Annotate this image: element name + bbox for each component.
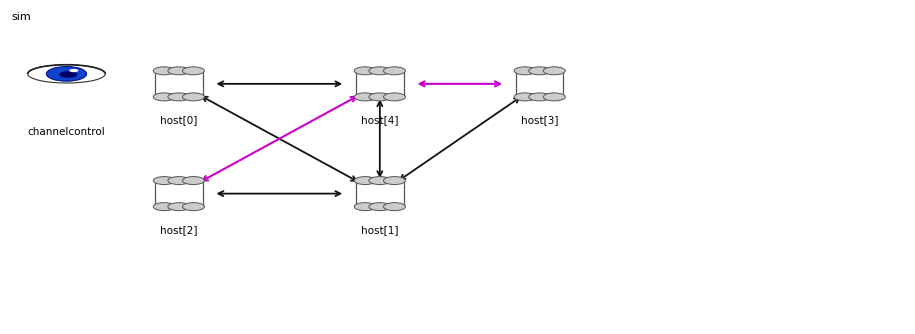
Circle shape — [354, 67, 376, 75]
Text: host[0]: host[0] — [160, 115, 198, 125]
Text: channelcontrol: channelcontrol — [27, 127, 105, 137]
FancyBboxPatch shape — [356, 71, 404, 97]
Circle shape — [383, 177, 405, 185]
Circle shape — [154, 67, 175, 75]
Circle shape — [182, 177, 204, 185]
Circle shape — [154, 93, 175, 101]
Text: host[1]: host[1] — [361, 225, 399, 235]
FancyBboxPatch shape — [516, 71, 564, 97]
Circle shape — [383, 93, 405, 101]
Circle shape — [369, 67, 391, 75]
Circle shape — [182, 203, 204, 211]
Circle shape — [167, 67, 189, 75]
Circle shape — [369, 93, 391, 101]
Circle shape — [383, 67, 405, 75]
Circle shape — [154, 177, 175, 185]
Circle shape — [369, 177, 391, 185]
Circle shape — [354, 177, 376, 185]
Circle shape — [354, 93, 376, 101]
Text: host[3]: host[3] — [521, 115, 558, 125]
Circle shape — [59, 71, 78, 78]
Ellipse shape — [27, 65, 105, 83]
Circle shape — [167, 203, 189, 211]
Circle shape — [70, 69, 79, 72]
Circle shape — [47, 66, 87, 81]
FancyBboxPatch shape — [356, 181, 404, 207]
Circle shape — [354, 203, 376, 211]
Circle shape — [182, 93, 204, 101]
Circle shape — [514, 67, 536, 75]
Circle shape — [529, 67, 551, 75]
Text: host[4]: host[4] — [361, 115, 399, 125]
Circle shape — [369, 203, 391, 211]
Circle shape — [383, 203, 405, 211]
Circle shape — [182, 67, 204, 75]
Circle shape — [167, 93, 189, 101]
Circle shape — [544, 93, 565, 101]
Circle shape — [529, 93, 551, 101]
Text: host[2]: host[2] — [160, 225, 198, 235]
Circle shape — [544, 67, 565, 75]
FancyBboxPatch shape — [156, 181, 202, 207]
Circle shape — [167, 177, 189, 185]
Circle shape — [514, 93, 536, 101]
FancyBboxPatch shape — [156, 71, 202, 97]
Circle shape — [154, 203, 175, 211]
Text: sim: sim — [12, 12, 31, 22]
